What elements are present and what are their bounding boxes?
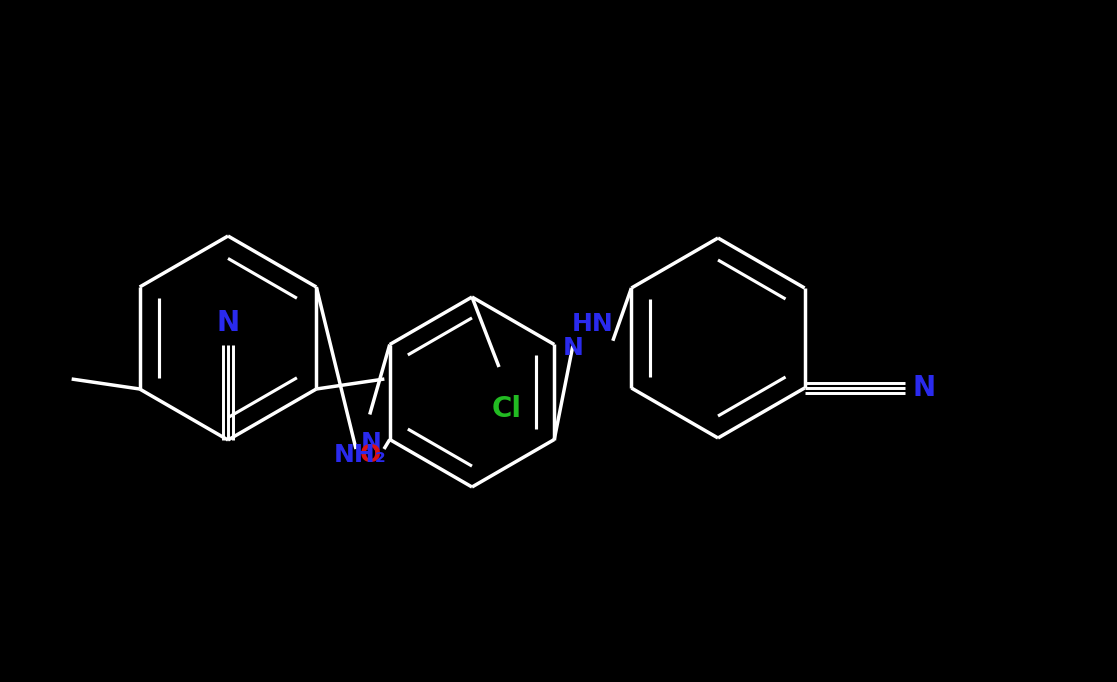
Text: O: O	[360, 443, 381, 467]
Text: NH₂: NH₂	[333, 443, 386, 466]
Text: N: N	[361, 432, 382, 456]
Text: HN: HN	[572, 312, 613, 336]
Text: N: N	[217, 309, 239, 337]
Text: N: N	[913, 374, 936, 402]
Text: N: N	[562, 336, 583, 361]
Text: Cl: Cl	[491, 395, 522, 423]
